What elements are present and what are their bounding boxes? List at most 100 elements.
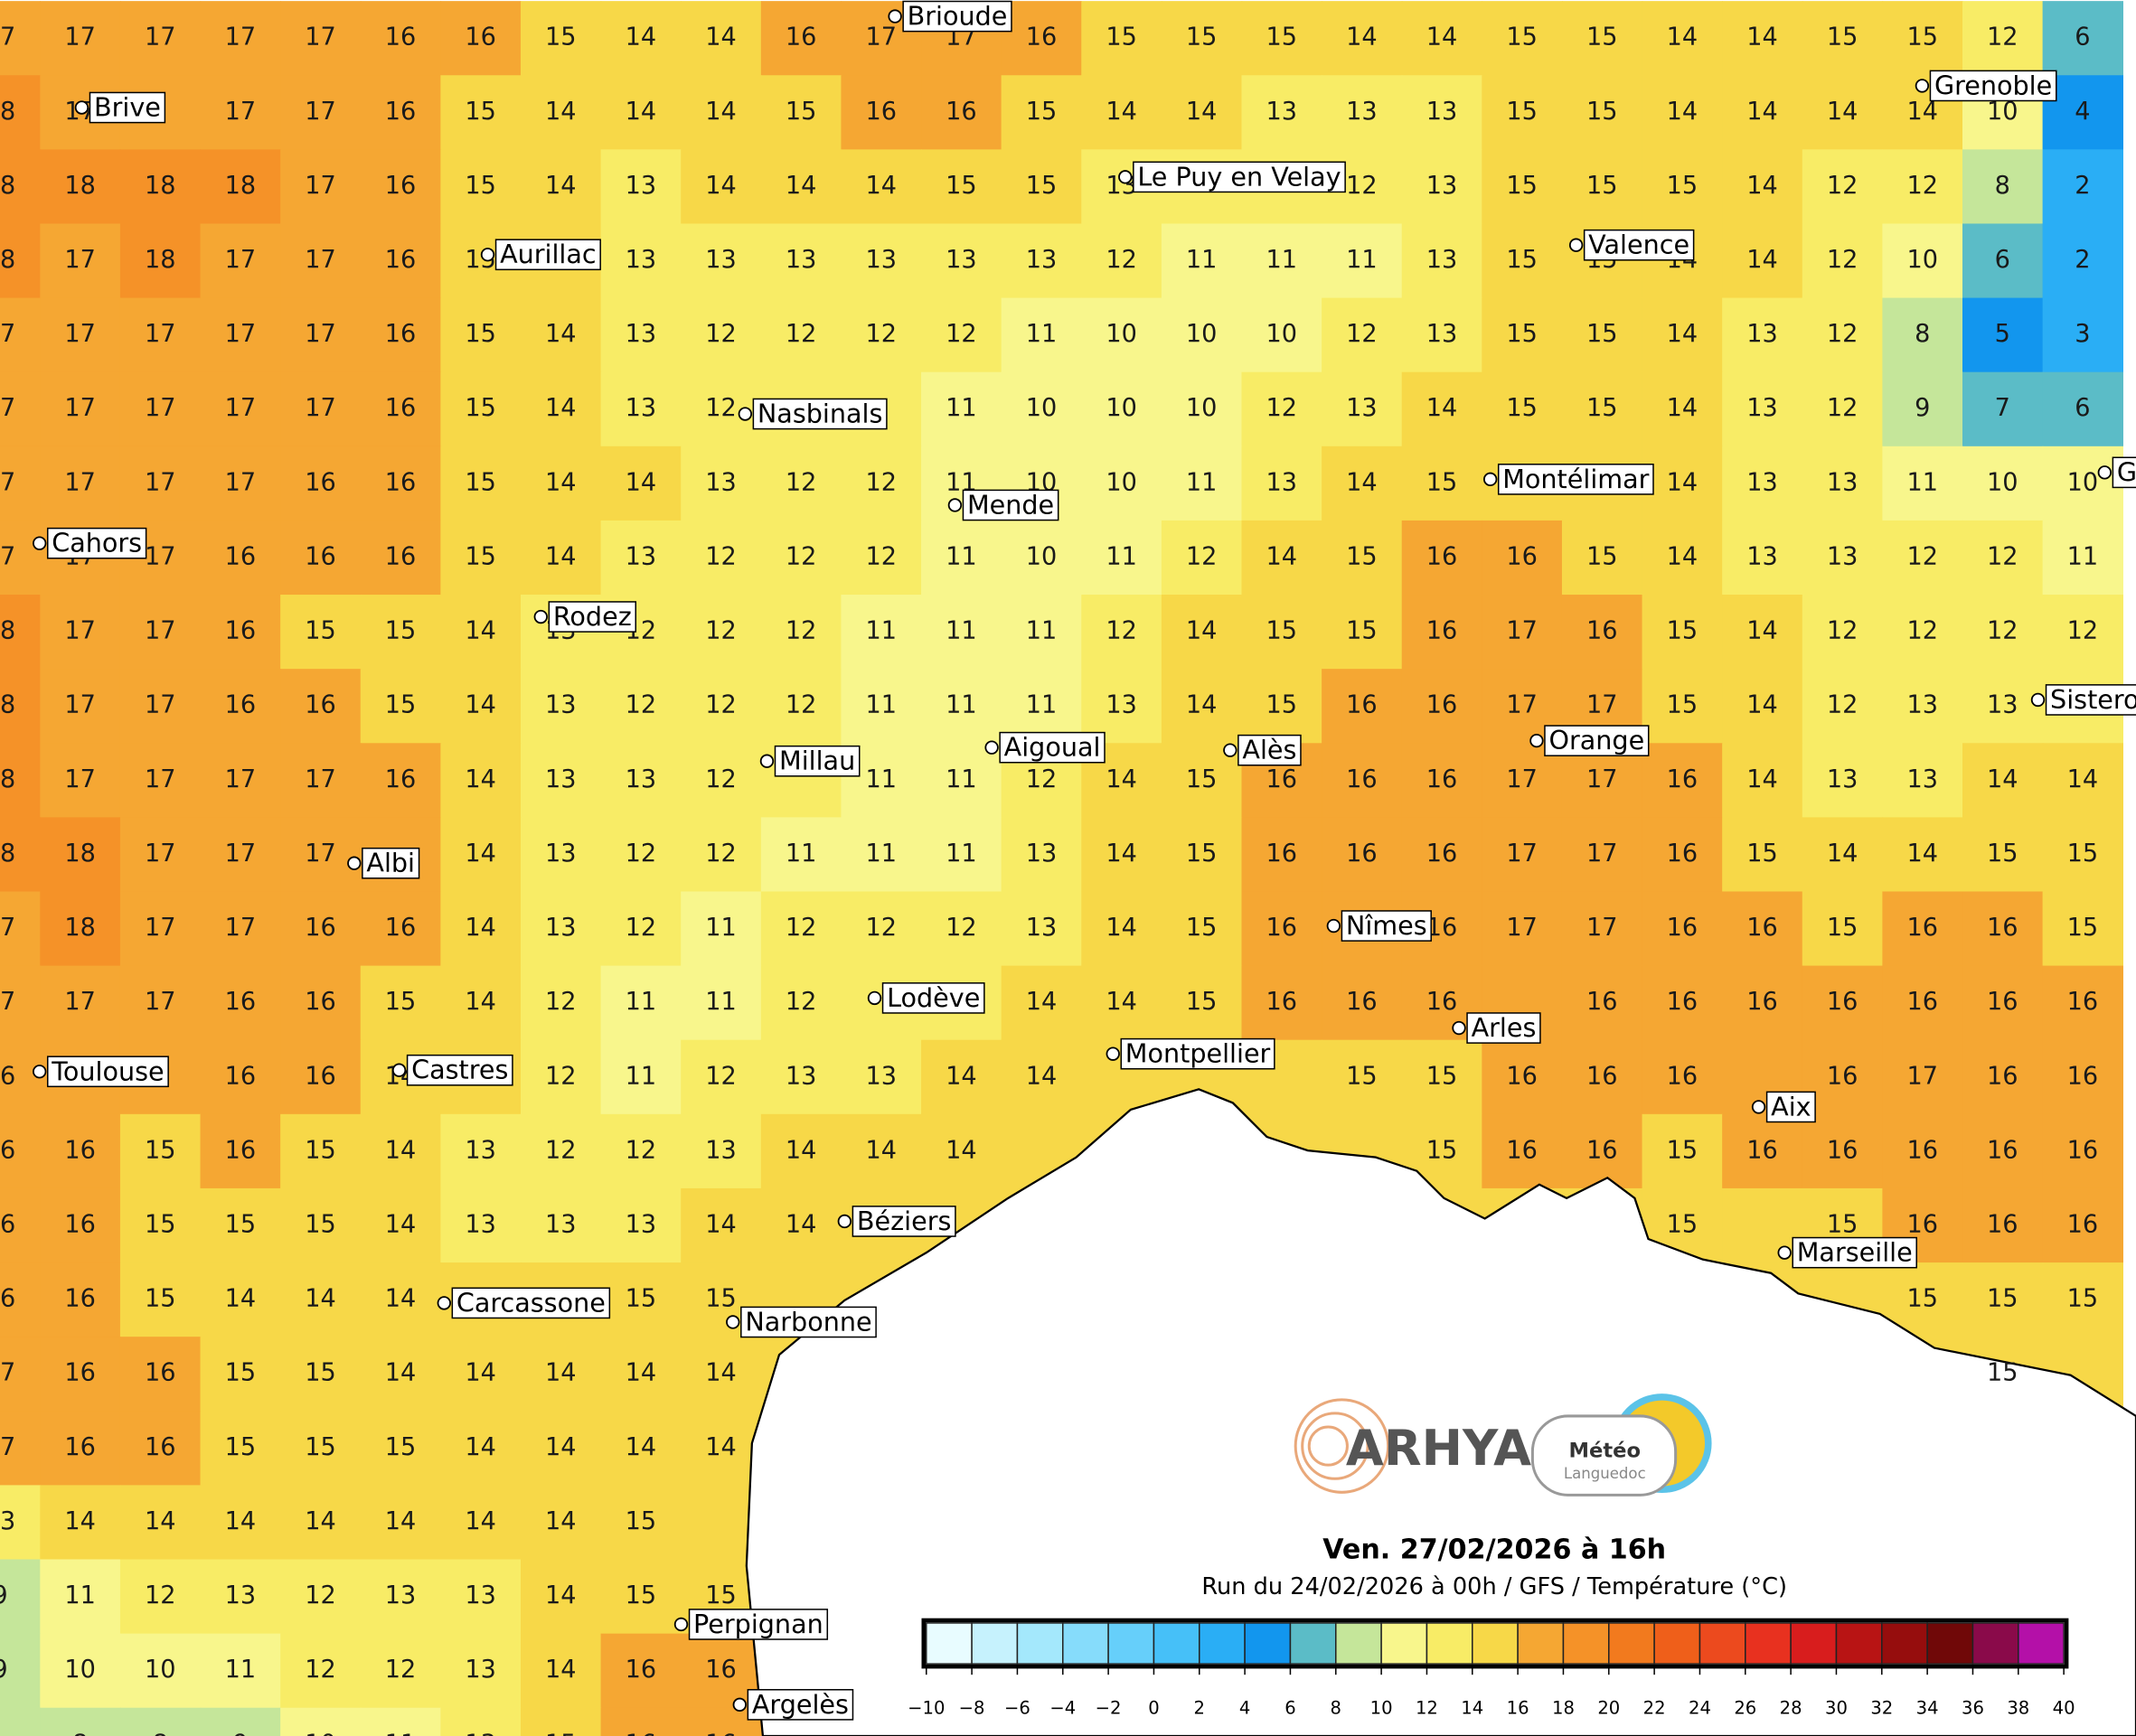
cell — [1482, 371, 1563, 447]
cell-value: 11 — [64, 1581, 96, 1609]
cell — [1962, 595, 2044, 670]
cell-value: 16 — [1426, 691, 1458, 719]
cell — [360, 965, 442, 1041]
cell-value: 14 — [2067, 765, 2099, 793]
cell-value: 13 — [545, 1211, 577, 1239]
cell-value: 17 — [225, 914, 257, 942]
cell — [280, 75, 362, 151]
cell — [1722, 669, 1803, 745]
city-label-box — [688, 1609, 829, 1640]
cell-value: 14 — [545, 172, 577, 200]
cell — [760, 1039, 842, 1115]
cell-value: 14 — [385, 1136, 417, 1164]
city-label: Montélimar — [1502, 464, 1649, 494]
cell — [1722, 1, 1803, 76]
cell-value: 12 — [946, 320, 977, 348]
cell-value: 16 — [385, 320, 417, 348]
cell — [1001, 149, 1083, 225]
cell — [520, 965, 602, 1041]
cell — [360, 1411, 442, 1487]
cell — [119, 1337, 202, 1412]
cell-value: 14 — [1426, 394, 1458, 422]
colorbar-tick-label: 8 — [1331, 1697, 1341, 1718]
cell — [280, 149, 362, 225]
colorbar-tick-label: −6 — [1004, 1697, 1030, 1718]
cell — [1401, 1, 1483, 76]
colorbar-tick-label: 30 — [1825, 1697, 1848, 1718]
cell-value: 7 — [1995, 394, 2010, 422]
cell — [1561, 965, 1643, 1041]
city-dot — [1106, 1046, 1120, 1061]
cell-value: 13 — [865, 246, 897, 274]
cell-value: 16 — [1667, 765, 1698, 793]
cell-value: 12 — [1906, 542, 1938, 570]
cell-value: 12 — [1026, 765, 1058, 793]
cell-value: 16 — [1426, 988, 1458, 1016]
cell — [681, 75, 762, 151]
city-dot — [726, 1315, 740, 1329]
colorbar-tick-label: −2 — [1096, 1697, 1122, 1718]
colorbar-segment — [1562, 1622, 1610, 1665]
cell — [1161, 1, 1243, 76]
cell — [200, 1707, 281, 1736]
cell-value: 15 — [305, 617, 336, 645]
cell-value: 12 — [705, 840, 737, 868]
cell-value: 16 — [1346, 691, 1378, 719]
cell — [1642, 149, 1723, 225]
cell-value: 16 — [946, 98, 977, 126]
cell — [921, 817, 1002, 893]
colorbar-segment — [1790, 1622, 1838, 1665]
cell — [841, 891, 922, 967]
cell — [360, 1187, 442, 1263]
cell-value: 14 — [465, 914, 496, 942]
cell — [200, 297, 281, 373]
cell — [1962, 1039, 2044, 1115]
cell — [280, 595, 362, 670]
city-label-box — [747, 1689, 854, 1721]
cell-value: 14 — [305, 1507, 336, 1535]
cell-value: 12 — [1106, 246, 1137, 274]
cell — [1642, 297, 1723, 373]
colorbar-frame — [921, 1618, 2069, 1669]
cell-value: 15 — [1266, 617, 1298, 645]
sea — [745, 1088, 2136, 1736]
cell — [2042, 223, 2123, 299]
cell — [119, 1411, 202, 1487]
city-dot — [1777, 1245, 1792, 1260]
cell-value: 17 — [1506, 691, 1538, 719]
cell-value: 15 — [1426, 1062, 1458, 1090]
cell — [1482, 223, 1563, 299]
colorbar-segment — [1517, 1622, 1565, 1665]
cell-value: 16 — [0, 1211, 15, 1239]
colorbar-tick-label: 26 — [1734, 1697, 1756, 1718]
cell — [520, 1337, 602, 1412]
cell — [760, 1113, 842, 1189]
cell — [119, 297, 202, 373]
cell-value: 16 — [2067, 1211, 2099, 1239]
cell-value: 13 — [545, 840, 577, 868]
cell-value: 17 — [64, 23, 96, 52]
cell-value: 17 — [64, 246, 96, 274]
cell — [520, 1187, 602, 1263]
cell — [1241, 446, 1322, 521]
cell-value: 13 — [465, 1136, 496, 1164]
cell-value: 16 — [0, 1285, 15, 1313]
cell — [520, 371, 602, 447]
cell — [200, 595, 281, 670]
cell — [1482, 1039, 1563, 1115]
city-dot — [391, 1063, 407, 1077]
cell-value: 14 — [786, 1136, 817, 1164]
colorbar-tick-label: 18 — [1552, 1697, 1575, 1718]
cell — [2042, 595, 2123, 670]
cell — [1962, 1187, 2044, 1263]
cell-value: 12 — [1827, 617, 1858, 645]
cell — [40, 446, 121, 521]
cell-value: 13 — [1026, 840, 1058, 868]
cell — [1882, 1, 1963, 76]
cell-value: 16 — [1266, 988, 1298, 1016]
colorbar-segment — [1881, 1622, 1928, 1665]
cell-value: 11 — [1346, 246, 1378, 274]
cell — [119, 817, 202, 893]
cell — [841, 595, 922, 670]
cell-value: 12 — [705, 617, 737, 645]
